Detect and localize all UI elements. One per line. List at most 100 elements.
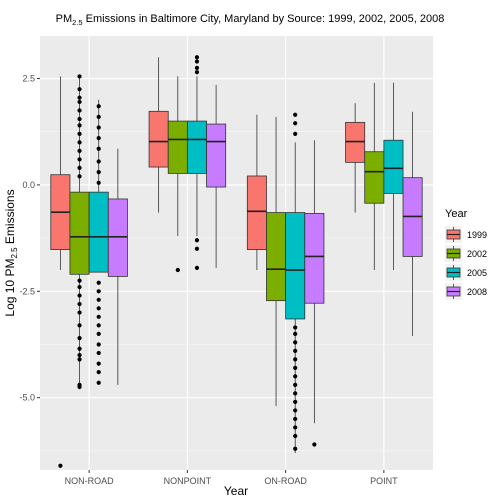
- outlier-point: [293, 357, 298, 362]
- outlier-point: [77, 353, 82, 358]
- outlier-point: [194, 70, 200, 75]
- outlier-point: [77, 108, 82, 113]
- outlier-point: [293, 391, 298, 396]
- outlier-point: [58, 463, 63, 468]
- outlier-point: [194, 65, 200, 71]
- x-tick-label: ON-ROAD: [264, 476, 307, 486]
- box-2005-point: [383, 82, 404, 271]
- outlier-point: [77, 131, 82, 136]
- outlier-point: [96, 331, 101, 336]
- outlier-point: [293, 416, 298, 422]
- outlier-point: [293, 433, 298, 439]
- outlier-point: [77, 87, 82, 92]
- outlier-point: [96, 289, 101, 294]
- box-2008-nonpoint: [206, 84, 227, 268]
- outlier-point: [194, 55, 200, 60]
- outlier-point: [96, 323, 101, 328]
- outlier-point: [96, 146, 101, 151]
- outlier-point: [293, 425, 298, 430]
- outlier-point: [96, 125, 101, 130]
- outlier-point: [77, 346, 82, 351]
- outlier-point: [96, 136, 101, 141]
- box-2005-nonpoint: [186, 55, 207, 270]
- legend-key-1999: 1999: [445, 226, 487, 243]
- outlier-point: [293, 408, 298, 413]
- outlier-point: [77, 99, 82, 105]
- x-axis-title: Year: [224, 484, 248, 498]
- box-iqr: [246, 175, 267, 250]
- x-tick-label: POINT: [370, 476, 398, 486]
- box-2005-on-road: [285, 112, 306, 453]
- y-tick-label: 2.5: [22, 74, 35, 84]
- box-iqr: [266, 212, 287, 302]
- y-axis-ticks: 2.5 0.0 -2.5 -5.0: [19, 74, 40, 403]
- box-iqr: [148, 110, 169, 168]
- boxes-layer: [50, 55, 423, 468]
- outlier-point: [96, 342, 101, 347]
- legend: Year 1999 2002 2005 2008: [445, 208, 487, 300]
- x-tick-label: NON-ROAD: [65, 476, 114, 486]
- outlier-point: [77, 116, 82, 122]
- outlier-point: [175, 267, 180, 273]
- outlier-point: [77, 301, 82, 307]
- box-2008-point: [402, 111, 423, 336]
- outlier-point: [96, 380, 101, 385]
- outlier-point: [96, 280, 101, 285]
- box-iqr: [186, 120, 207, 174]
- outlier-point: [194, 265, 200, 270]
- outlier-point: [293, 112, 298, 117]
- outlier-point: [96, 170, 101, 175]
- outlier-point: [96, 104, 101, 109]
- box-2005-non-road: [88, 99, 109, 385]
- outlier-point: [77, 278, 82, 283]
- legend-label: 2005: [467, 268, 487, 278]
- y-tick-label: -5.0: [19, 393, 35, 403]
- y-tick-label: 0.0: [22, 180, 35, 190]
- legend-key-2008: 2008: [445, 283, 487, 300]
- legend-key-2002: 2002: [445, 245, 487, 262]
- outlier-point: [96, 114, 101, 119]
- box-iqr: [364, 151, 385, 204]
- box-1999-nonpoint: [148, 57, 169, 213]
- outlier-point: [96, 350, 101, 356]
- outlier-point: [77, 140, 82, 145]
- outlier-point: [77, 323, 82, 328]
- outlier-point: [96, 370, 101, 375]
- box-1999-point: [345, 103, 366, 213]
- outlier-point: [77, 310, 82, 315]
- outlier-point: [293, 365, 298, 370]
- outlier-point: [77, 165, 82, 171]
- outlier-point: [293, 340, 298, 345]
- x-tick-label: NONPOINT: [164, 476, 212, 486]
- box-iqr: [345, 121, 366, 163]
- box-2002-nonpoint: [167, 76, 188, 273]
- box-iqr: [107, 198, 128, 277]
- box-2008-non-road: [107, 148, 128, 385]
- box-iqr: [206, 123, 227, 188]
- box-2002-on-road: [266, 116, 287, 407]
- outlier-point: [96, 180, 101, 185]
- legend-title: Year: [445, 208, 468, 220]
- box-2008-on-road: [304, 140, 325, 447]
- outlier-point: [96, 361, 101, 366]
- outlier-point: [77, 157, 82, 162]
- box-iqr: [88, 191, 109, 273]
- y-axis-title: Log 10 PM2.5 Emissions: [3, 189, 19, 316]
- outlier-point: [293, 331, 298, 336]
- outlier-point: [194, 238, 200, 243]
- outlier-point: [77, 174, 82, 179]
- box-2002-point: [364, 82, 385, 271]
- box-iqr: [383, 139, 404, 194]
- outlier-point: [77, 293, 82, 298]
- outlier-point: [77, 148, 82, 153]
- box-iqr: [69, 191, 90, 275]
- outlier-point: [77, 335, 82, 341]
- outlier-point: [293, 348, 298, 353]
- box-1999-non-road: [50, 76, 71, 468]
- outlier-point: [194, 59, 200, 64]
- legend-label: 2008: [467, 287, 487, 297]
- outlier-point: [77, 123, 82, 128]
- outlier-point: [96, 314, 101, 319]
- outlier-point: [96, 297, 101, 302]
